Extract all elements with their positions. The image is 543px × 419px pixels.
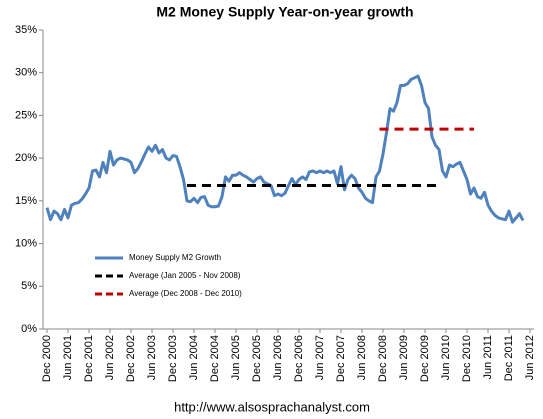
x-tick-label: Dec 2000	[41, 335, 53, 382]
y-tick-label: 30%	[15, 67, 37, 79]
legend-label: Money Supply M2 Growth	[129, 253, 221, 262]
legend-label: Average (Dec 2008 - Dec 2010)	[129, 289, 242, 298]
x-tick-label: Jun 2006	[272, 335, 284, 380]
x-tick-label: Dec 2001	[83, 335, 95, 382]
x-tick-label: Dec 2002	[125, 335, 137, 382]
x-tick-label: Jun 2008	[356, 335, 368, 380]
y-tick-label: 5%	[21, 280, 37, 292]
y-tick-label: 0%	[21, 323, 37, 335]
x-tick-label: Jun 2009	[398, 335, 410, 380]
x-tick-label: Jun 2010	[440, 335, 452, 380]
y-tick-label: 25%	[15, 109, 37, 121]
y-tick-label: 15%	[15, 195, 37, 207]
y-tick-label: 35%	[15, 24, 37, 36]
x-tick-label: Dec 2007	[335, 335, 347, 382]
x-tick-label: Dec 2009	[419, 335, 431, 382]
x-tick-label: Jun 2002	[104, 335, 116, 380]
x-tick-label: Dec 2003	[167, 335, 179, 382]
x-tick-label: Jun 2003	[146, 335, 158, 380]
y-tick-label: 20%	[15, 152, 37, 164]
footer-url: http://www.alsosprachanalyst.com	[174, 399, 370, 414]
x-tick-label: Jun 2012	[524, 335, 536, 380]
x-tick-label: Jun 2007	[314, 335, 326, 380]
x-tick-label: Jun 2004	[188, 335, 200, 380]
x-tick-label: Dec 2005	[251, 335, 263, 382]
x-tick-label: Dec 2008	[377, 335, 389, 382]
chart-title: M2 Money Supply Year-on-year growth	[156, 4, 413, 20]
y-tick-label: 10%	[15, 237, 37, 249]
data-line	[45, 74, 525, 224]
x-tick-label: Dec 2006	[293, 335, 305, 382]
legend-label: Average (Jan 2005 - Nov 2008)	[129, 271, 241, 280]
x-tick-label: Dec 2011	[503, 335, 515, 381]
x-tick-label: Jun 2001	[62, 335, 74, 380]
x-tick-label: Dec 2010	[461, 335, 473, 382]
x-tick-label: Jun 2011	[482, 335, 494, 379]
x-tick-label: Dec 2004	[209, 335, 221, 382]
x-tick-label: Jun 2005	[230, 335, 242, 380]
